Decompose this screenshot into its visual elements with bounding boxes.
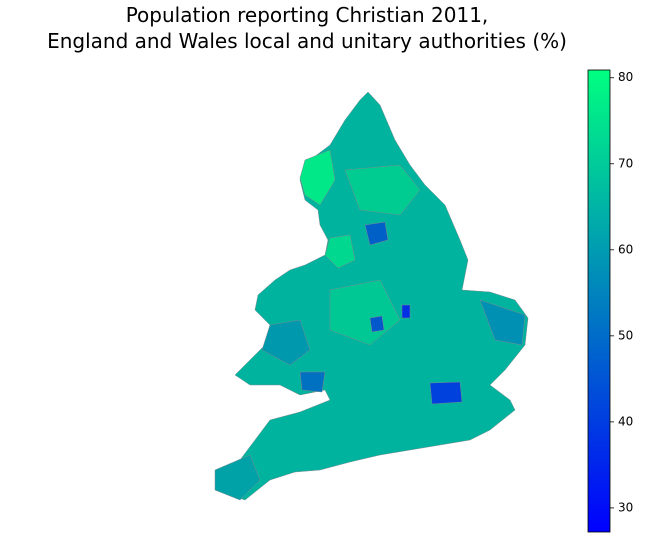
region-patch — [299, 371, 326, 393]
colorbar-tick-label: 60 — [618, 242, 633, 256]
map — [214, 91, 529, 501]
colorbar-bar — [587, 69, 611, 533]
colorbar-tick-label: 40 — [618, 414, 633, 428]
region-patch — [429, 381, 463, 405]
region-patch — [364, 221, 389, 246]
region-patch — [261, 319, 311, 366]
region-patch — [324, 234, 356, 269]
chart-title: Population reporting Christian 2011, — [126, 3, 489, 27]
region-patch — [401, 304, 411, 319]
region-patch — [369, 315, 385, 333]
region-patch — [479, 299, 526, 346]
colorbar-tick-label: 70 — [618, 156, 633, 170]
chart-title: England and Wales local and unitary auth… — [47, 29, 567, 53]
colorbar-tick-label: 80 — [618, 70, 633, 84]
colorbar-tick-label: 50 — [618, 328, 633, 342]
colorbar-tick-label: 30 — [618, 500, 633, 514]
region-patch — [344, 164, 421, 216]
colorbar: 30 40 50 60 70 80 — [587, 69, 633, 533]
region-patch — [214, 454, 261, 501]
region-patch — [299, 149, 336, 206]
